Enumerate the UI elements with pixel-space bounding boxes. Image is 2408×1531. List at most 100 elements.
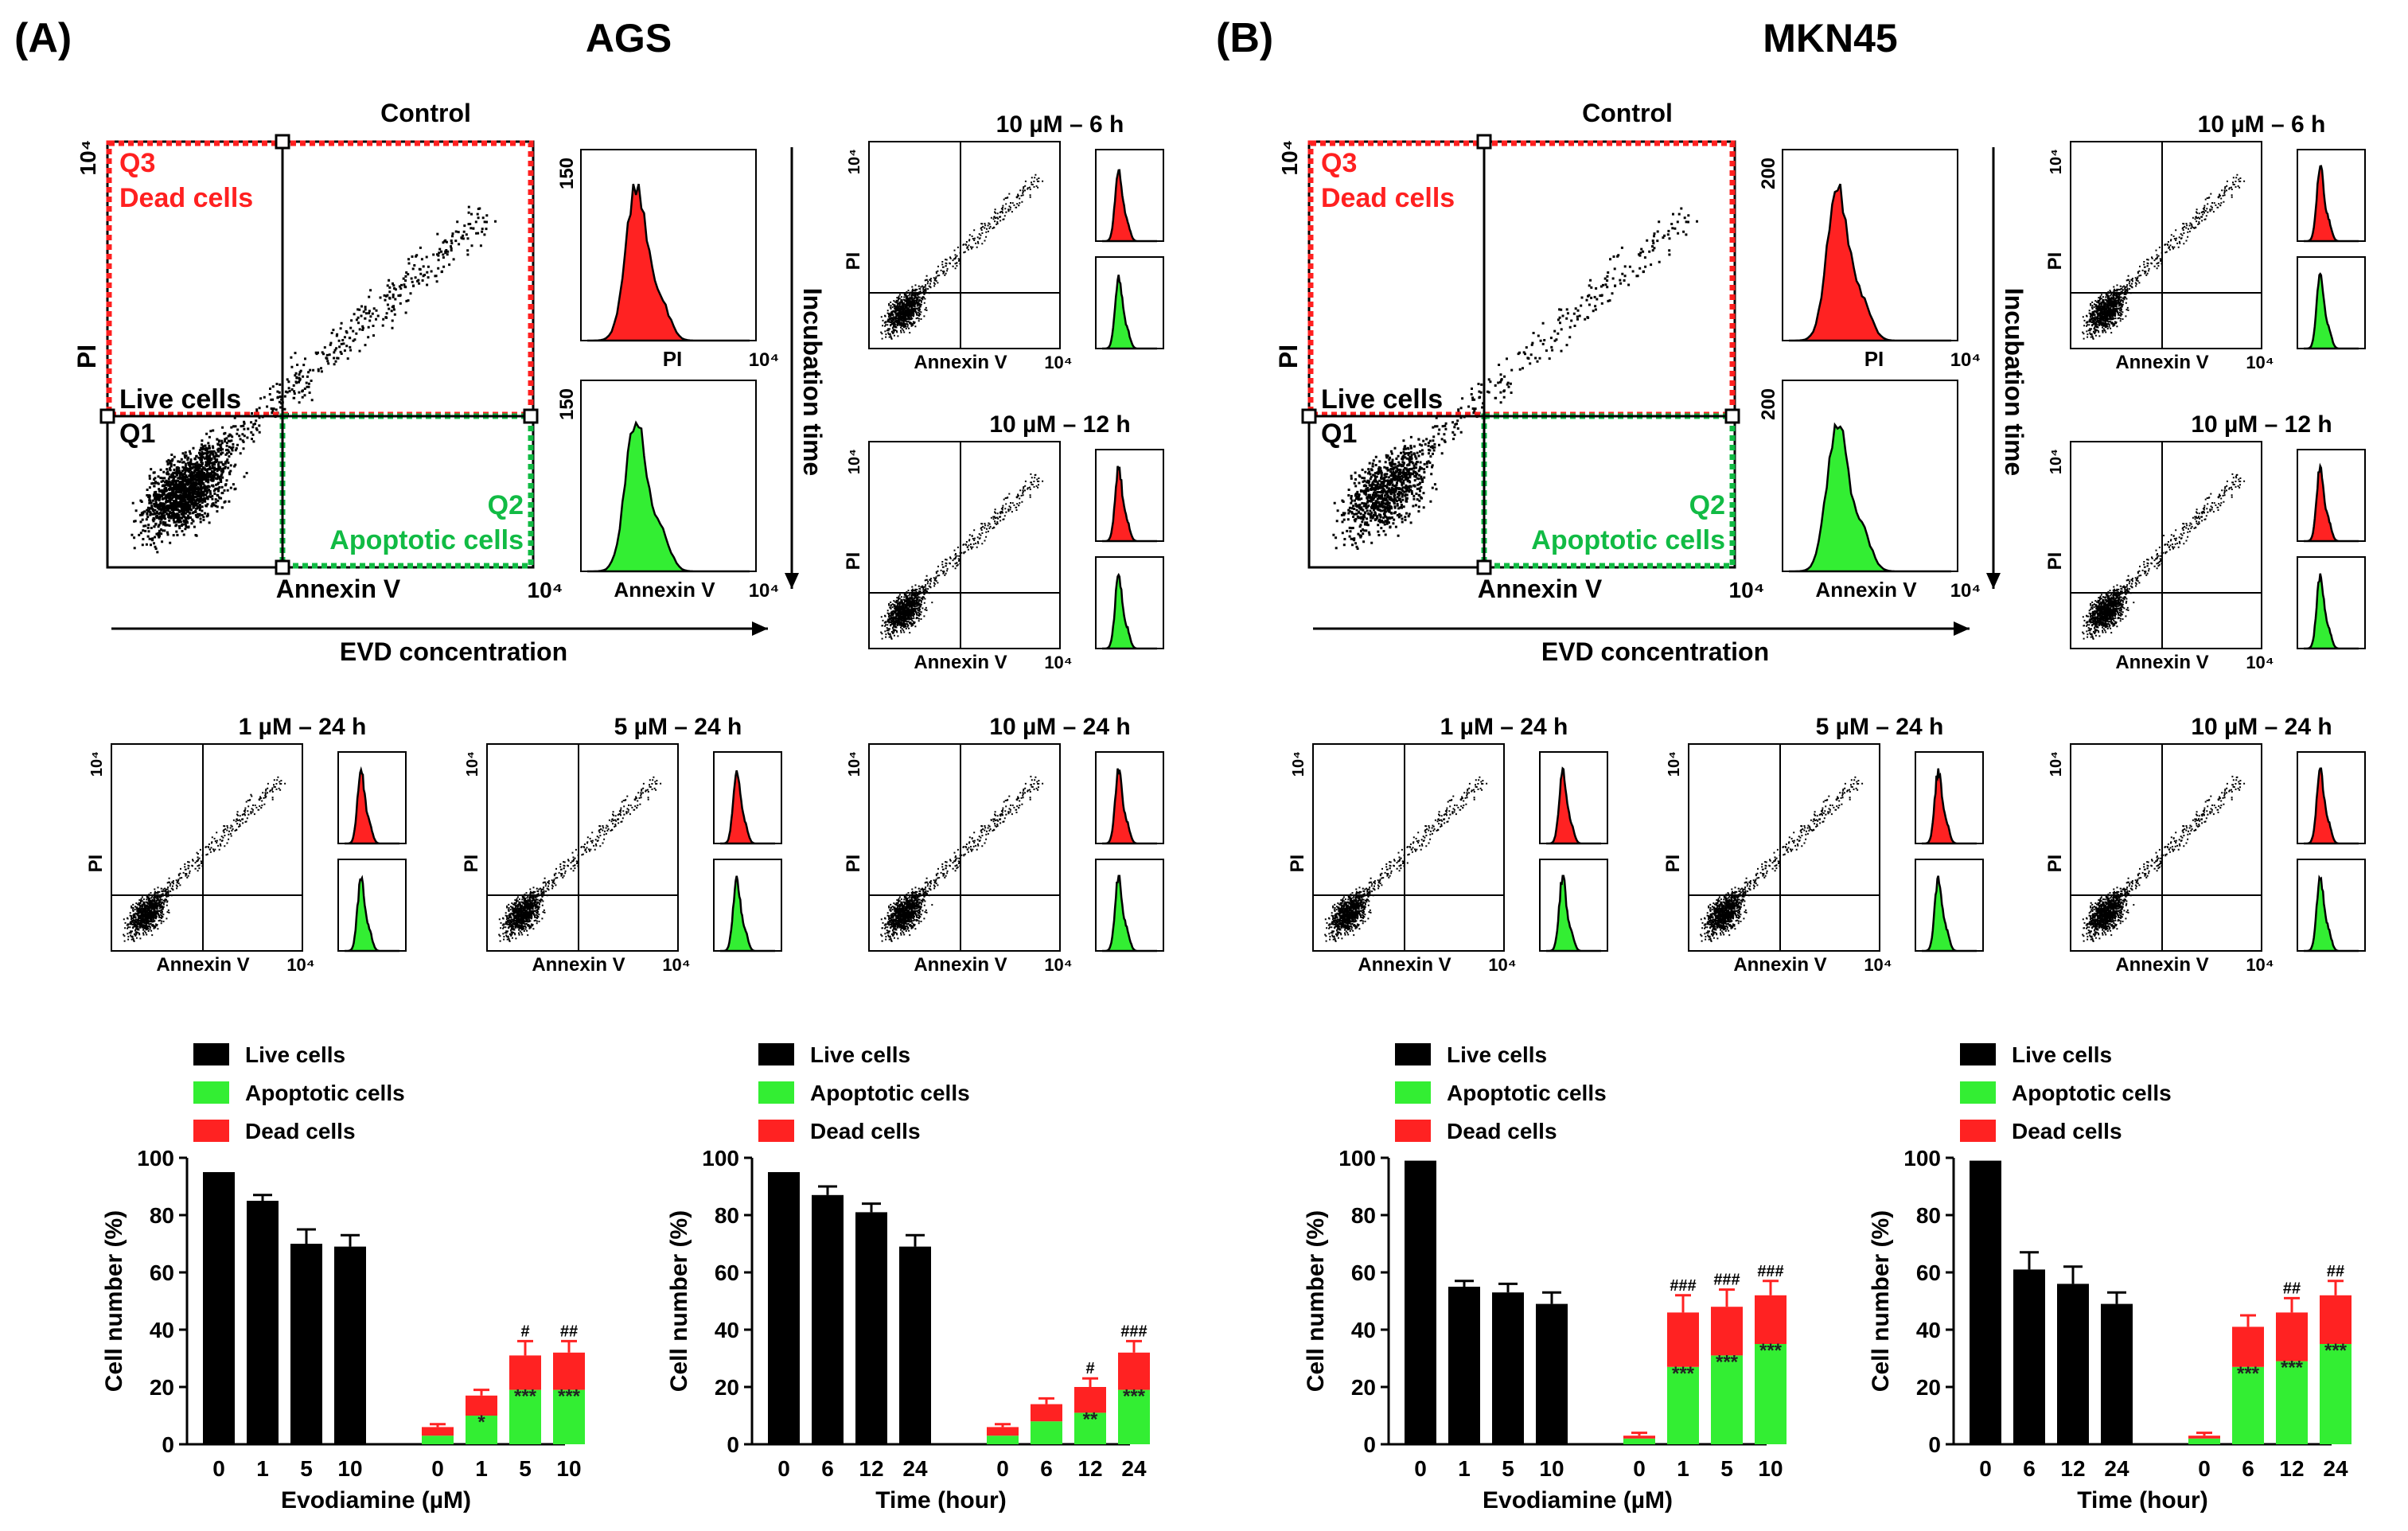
y-axis-label: Cell number (%) [1303,1210,1329,1392]
small-x-end: 10⁴ [1044,653,1072,672]
significance-hashes: ## [560,1323,578,1340]
bar-dead-cells [987,1427,1019,1436]
y-tick-label: 20 [1916,1375,1941,1400]
control-x-label: Annexin V [1478,575,1603,603]
scatter-dots [498,776,662,942]
q2-label: Q2 [488,490,524,520]
control-title: Control [380,99,471,127]
x-axis-label: Time (hour) [875,1487,1006,1513]
control-y-label: PI [1274,345,1303,368]
legend-right: Live cells Apoptotic cells Dead cells [1960,1042,2172,1143]
q2-label: Q2 [1689,490,1725,520]
x-tick-label: 0 [1633,1456,1646,1481]
x-tick-label: 12 [859,1456,883,1481]
bar-live-cells [1970,1160,2001,1444]
scatter-dots [1324,776,1488,942]
x-tick-label: 10 [337,1456,362,1481]
x-tick-label: 1 [256,1456,269,1481]
legend-swatch [193,1081,229,1104]
bar-apoptotic-cells [1711,1355,1743,1444]
y-tick-label: 80 [150,1203,174,1228]
control-x-end: 10⁴ [1729,578,1765,602]
flow-plot-10uM-6h: 10 µM – 6 h PI 10⁴ Annexin V 10⁴ [843,111,1164,373]
bar-dead-cells [1074,1387,1106,1413]
small-x-label: Annexin V [1358,954,1451,976]
bar-apoptotic-cells [509,1389,541,1444]
legend-left: Live cells Apoptotic cells Dead cells [1395,1042,1607,1143]
small-y-label: PI [1287,855,1308,873]
flow-plot-10uM-12h: 10 µM – 12 h PI 10⁴ Annexin V 10⁴ [843,411,1164,673]
y-tick-label: 0 [727,1432,739,1457]
bar-dead-cells [553,1352,585,1390]
bar-apoptotic-cells [1667,1366,1699,1444]
control-pi-histogram [580,149,757,342]
bar-live-cells [2013,1269,2045,1444]
control-plot: Control Q3 Dead cells Live cells Q1 Q2 Apoptot… [1274,99,1981,603]
x-tick-label: 5 [519,1456,532,1481]
dead-cells-gate-label: Dead cells [119,183,253,213]
x-tick-label: 6 [2242,1456,2254,1481]
incubation-time-label: Incubation time [798,288,827,476]
scatter-dots [1332,207,1698,550]
bar-dead-cells [2188,1436,2220,1439]
small-pi-histogram [1095,149,1164,243]
small-x-end: 10⁴ [2246,955,2274,975]
bar-live-cells [812,1194,844,1444]
scatter-dots [2082,173,2246,340]
panel-label: (B) [1216,15,1273,61]
small-y-label: PI [461,855,482,873]
legend-dead-cells: Dead cells [758,1119,921,1143]
flow-plot-10uM-12h: 10 µM – 12 h PI 10⁴ Annexin V 10⁴ [2044,411,2366,673]
small-y-top: 10⁴ [88,751,106,777]
evd-concentration-arrow [1313,621,1970,636]
bar-live-cells [1448,1287,1480,1444]
legend-label: Live cells [810,1042,910,1067]
small-pi-histogram [2297,449,2366,543]
dead-cells-gate-label: Dead cells [1321,183,1455,213]
flow-plot-10uM-24h: 10 µM – 24 h PI 10⁴ Annexin V 10⁴ [843,714,1164,976]
x-axis-label: Evodiamine (µM) [1483,1487,1673,1513]
evd-concentration-label: EVD concentration [1541,637,1769,666]
live-cells-gate-label: Live cells [119,384,241,415]
legend-label: Dead cells [810,1119,921,1143]
cell-line-title: MKN45 [1763,16,1897,60]
y-axis-label: Cell number (%) [666,1210,692,1392]
legend-label: Apoptotic cells [1447,1081,1607,1105]
small-plot-title: 10 µM – 6 h [996,111,1124,138]
significance-hashes: # [520,1323,529,1340]
bar-dead-cells [2232,1326,2264,1367]
y-tick-label: 0 [1928,1432,1941,1457]
small-plot-title: 5 µM – 24 h [614,714,742,740]
legend-swatch [1395,1081,1431,1104]
y-tick-label: 80 [1351,1203,1376,1228]
panel-label: (A) [14,15,72,61]
legend-label: Live cells [2012,1042,2112,1067]
scatter-dots [880,173,1044,340]
significance-hashes: ### [1670,1277,1696,1295]
x-tick-label: 0 [1414,1456,1427,1481]
small-pi-histogram [713,751,782,845]
bar-dead-cells [1755,1295,1787,1344]
y-tick-label: 20 [1351,1375,1376,1400]
bar-live-cells [1492,1292,1524,1444]
y-axis-label: Cell number (%) [1868,1210,1894,1392]
small-annexin-histogram [2297,859,2366,952]
small-y-top: 10⁴ [846,149,863,174]
pi-hist-ymax: 200 [1758,158,1779,189]
significance-asterisks: *** [1759,1340,1783,1362]
control-y-top: 10⁴ [76,140,100,176]
pi-hist-xend: 10⁴ [1950,349,1981,371]
control-title: Control [1582,99,1673,127]
legend-label: Dead cells [2012,1119,2122,1143]
legend-apoptotic-cells: Apoptotic cells [1960,1081,2172,1105]
bar-apoptotic-cells [422,1436,454,1444]
bar-dead-cells [1118,1352,1150,1390]
bar-apoptotic-cells [1755,1344,1787,1444]
legend-live-cells: Live cells [1395,1042,1547,1067]
small-y-label: PI [2044,552,2066,571]
legend-dead-cells: Dead cells [1395,1119,1557,1143]
x-tick-label: 12 [2279,1456,2304,1481]
small-plot-title: 1 µM – 24 h [239,714,367,740]
x-tick-label: 10 [1539,1456,1564,1481]
